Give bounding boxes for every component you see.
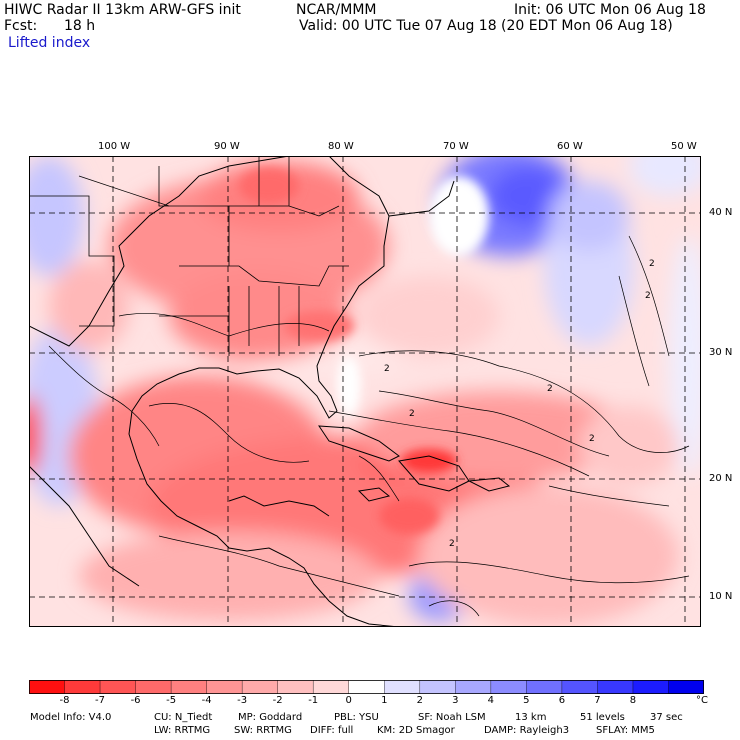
lifted-index-map: 2 2 2 2 2 2 2: [29, 156, 701, 627]
colorbar-tick-label: -2: [272, 695, 283, 706]
colorbar-tick-label: -4: [201, 695, 212, 706]
lon-label-50w: 50 W: [671, 141, 697, 152]
colorbar-tick-label: 0: [345, 695, 352, 706]
footer-mp: MP: Goddard: [238, 712, 303, 723]
footer-damp: DAMP: Rayleigh3: [484, 725, 570, 736]
colorbar-tick-label: -1: [308, 695, 319, 706]
contour-label: 2: [649, 259, 655, 269]
colorbar-tick-label: -6: [130, 695, 141, 706]
footer-model-info: Model Info: V4.0: [30, 712, 112, 723]
colorbar-cell: [561, 680, 598, 694]
colorbar-cell: [348, 680, 385, 694]
lat-label-10n: 10 N: [709, 591, 733, 602]
colorbar-cell: [455, 680, 492, 694]
footer-pbl: PBL: YSU: [334, 712, 379, 723]
colorbar-cell: [313, 680, 350, 694]
colorbar-cell: [29, 680, 66, 694]
colorbar: [29, 680, 704, 694]
colorbar-tick-label: 5: [523, 695, 530, 706]
colorbar-cell: [206, 680, 243, 694]
lon-label-80w: 80 W: [328, 141, 354, 152]
lon-label-100w: 100 W: [98, 141, 131, 152]
forecast-hour: 18 h: [64, 18, 96, 34]
footer-levels: 51 levels: [580, 712, 625, 723]
footer-km: KM: 2D Smagor: [377, 725, 455, 736]
colorbar-cell: [242, 680, 279, 694]
lat-label-30n: 30 N: [709, 347, 733, 358]
contour-label: 2: [449, 539, 455, 549]
colorbar-cell: [419, 680, 456, 694]
lat-label-20n: 20 N: [709, 473, 733, 484]
lat-label-40n: 40 N: [709, 207, 733, 218]
organization-label: NCAR/MMM: [296, 2, 377, 18]
colorbar-tick-label: 6: [558, 695, 566, 706]
colorbar-tick-label: -7: [95, 695, 106, 706]
colorbar-cell: [384, 680, 421, 694]
contour-lines: [48, 175, 690, 617]
colorbar-tick-label: 7: [594, 695, 601, 706]
footer-sf: SF: Noah LSM: [418, 712, 486, 723]
contour-label: 2: [547, 384, 553, 394]
contour-label: 2: [384, 364, 390, 374]
lon-label-60w: 60 W: [557, 141, 583, 152]
colorbar-cell: [135, 680, 172, 694]
colorbar-tick-label: 8: [629, 695, 637, 706]
contour-label: 2: [409, 409, 415, 419]
shaded-field: [29, 156, 701, 627]
footer-sflay: SFLAY: MM5: [596, 725, 655, 736]
colorbar-cell: [277, 680, 314, 694]
colorbar-tick-label: 3: [452, 695, 459, 706]
contour-label: 2: [589, 434, 595, 444]
colorbar-cell: [526, 680, 563, 694]
footer-resolution: 13 km: [515, 712, 547, 723]
init-time: Init: 06 UTC Mon 06 Aug 18: [514, 2, 706, 18]
footer-diff: DIFF: full: [310, 725, 354, 736]
footer-sw: SW: RRTMG: [234, 725, 292, 736]
contour-value-labels: 2 2 2 2 2 2 2: [384, 259, 655, 549]
latlon-grid: [29, 156, 701, 627]
colorbar-cell: [64, 680, 101, 694]
footer-timestep: 37 sec: [650, 712, 683, 723]
coastlines: [29, 156, 511, 627]
colorbar-tick-label: -8: [59, 695, 70, 706]
colorbar-cell: [100, 680, 137, 694]
lon-label-90w: 90 W: [214, 141, 240, 152]
colorbar-tick-label: 4: [487, 695, 495, 706]
footer-lw: LW: RRTMG: [154, 725, 211, 736]
forecast-label: Fcst:: [4, 18, 38, 34]
contour-label: 2: [645, 291, 651, 301]
lon-label-70w: 70 W: [443, 141, 469, 152]
map-frame: [29, 156, 701, 627]
colorbar-tick-label: 2: [416, 695, 423, 706]
colorbar-cell: [597, 680, 634, 694]
colorbar-tick-label: -3: [237, 695, 248, 706]
colorbar-tick-label: -5: [166, 695, 177, 706]
valid-time: Valid: 00 UTC Tue 07 Aug 18 (20 EDT Mon …: [299, 18, 673, 34]
model-title: HIWC Radar II 13km ARW-GFS init: [4, 2, 241, 18]
colorbar-unit: °C: [696, 695, 708, 706]
colorbar-tick-label: 1: [381, 695, 388, 706]
field-name: Lifted index: [8, 35, 91, 51]
colorbar-cell: [632, 680, 669, 694]
colorbar-cell: [171, 680, 208, 694]
footer-cu: CU: N_Tiedt: [154, 712, 213, 723]
colorbar-cell: [668, 680, 704, 694]
colorbar-cell: [490, 680, 527, 694]
